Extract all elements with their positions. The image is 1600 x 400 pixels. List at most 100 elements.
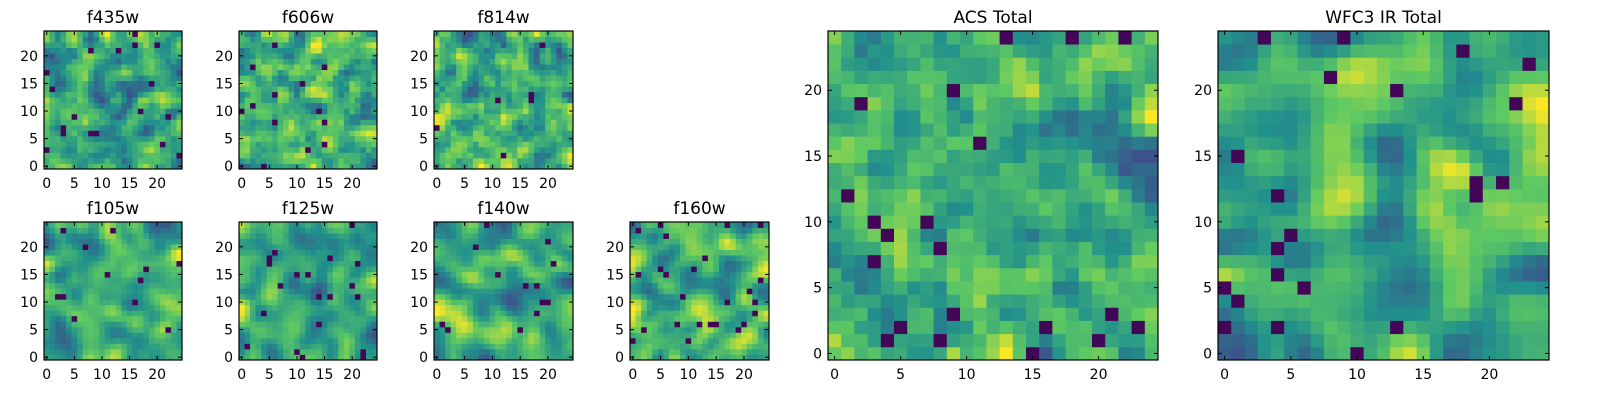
heatmap-cell bbox=[132, 80, 139, 87]
heatmap-cell bbox=[305, 157, 312, 164]
heatmap-cell bbox=[828, 188, 842, 203]
heatmap-cell bbox=[239, 304, 245, 311]
heatmap-cell bbox=[261, 277, 267, 284]
heatmap-cell bbox=[674, 271, 681, 278]
heatmap-cell bbox=[445, 141, 452, 148]
heatmap-cell bbox=[757, 249, 764, 256]
heatmap-cell bbox=[165, 343, 172, 350]
heatmap-cell bbox=[110, 86, 117, 93]
heatmap-cell bbox=[646, 282, 653, 289]
heatmap-cell bbox=[1131, 294, 1146, 308]
heatmap-cell bbox=[321, 293, 328, 300]
heatmap-cell bbox=[539, 299, 546, 306]
heatmap-cell bbox=[545, 91, 552, 98]
heatmap-cell bbox=[44, 332, 50, 339]
heatmap-cell bbox=[244, 124, 251, 131]
heatmap-cells bbox=[828, 31, 1159, 361]
heatmap-cell bbox=[960, 215, 974, 229]
heatmap-cell bbox=[472, 315, 479, 322]
heatmap-cell bbox=[646, 304, 653, 311]
heatmap-cell bbox=[724, 227, 731, 234]
heatmap-cell bbox=[327, 141, 334, 148]
heatmap-cell bbox=[93, 135, 100, 142]
heatmap-cell bbox=[288, 157, 295, 164]
heatmap-cell bbox=[272, 75, 279, 82]
heatmap-cell bbox=[316, 266, 323, 273]
heatmap-cell bbox=[567, 47, 574, 54]
heatmap-cell bbox=[132, 271, 139, 278]
heatmap-cell bbox=[354, 310, 361, 317]
heatmap-cell bbox=[126, 75, 133, 82]
heatmap-cell bbox=[495, 31, 502, 37]
heatmap-cell bbox=[434, 260, 440, 267]
heatmap-cell bbox=[674, 282, 681, 289]
heatmap-cell bbox=[567, 293, 574, 300]
heatmap-cell bbox=[685, 348, 692, 355]
heatmap-cell bbox=[277, 326, 284, 333]
heatmap-cell bbox=[539, 36, 546, 43]
heatmap-cell bbox=[88, 299, 95, 306]
heatmap-cell bbox=[44, 337, 50, 344]
heatmap-cell bbox=[1092, 228, 1106, 242]
heatmap-cell bbox=[657, 271, 664, 278]
heatmap-cell bbox=[99, 58, 106, 65]
heatmap-cell bbox=[680, 266, 686, 273]
heatmap-cell bbox=[646, 299, 653, 306]
heatmap-cell bbox=[49, 343, 56, 350]
heatmap-cell bbox=[277, 64, 284, 71]
heatmap-cell bbox=[894, 202, 908, 216]
heatmap-cell bbox=[657, 326, 664, 333]
heatmap-cell bbox=[305, 42, 312, 48]
heatmap-cell bbox=[757, 343, 764, 350]
heatmap-cell bbox=[354, 86, 361, 93]
heatmap-cell bbox=[261, 97, 267, 104]
heatmap-cell bbox=[657, 310, 664, 317]
heatmap-cell bbox=[1144, 175, 1159, 190]
heatmap-cell bbox=[266, 348, 273, 355]
heatmap-cell bbox=[165, 53, 172, 59]
heatmap-cell bbox=[244, 260, 251, 267]
heatmap-cell bbox=[1118, 215, 1132, 229]
heatmap-cell bbox=[176, 222, 183, 228]
heatmap-cell bbox=[99, 97, 106, 104]
heatmap-cell bbox=[696, 233, 703, 239]
heatmap-cell bbox=[121, 337, 128, 344]
panel-title: f105w bbox=[87, 199, 139, 219]
heatmap-cell bbox=[534, 244, 541, 250]
heatmap-cell bbox=[724, 304, 731, 311]
heatmap-cell bbox=[338, 135, 345, 142]
heatmap-cell bbox=[104, 343, 111, 350]
heatmap-cell bbox=[746, 310, 753, 317]
heatmap-cell bbox=[556, 146, 563, 153]
heatmap-cell bbox=[261, 58, 267, 65]
heatmap-cell bbox=[500, 42, 507, 48]
heatmap-cell bbox=[143, 64, 150, 71]
heatmap-cell bbox=[1065, 162, 1080, 177]
heatmap-cell bbox=[170, 315, 177, 322]
heatmap-cell bbox=[148, 108, 155, 115]
heatmap-cell bbox=[663, 348, 670, 355]
heatmap-cell bbox=[126, 255, 133, 262]
heatmap-cell bbox=[517, 233, 524, 239]
heatmap-cell bbox=[841, 346, 855, 361]
heatmap-cell bbox=[561, 64, 568, 71]
heatmap-cell bbox=[707, 244, 714, 250]
heatmap-cell bbox=[511, 113, 518, 120]
heatmap-cell bbox=[522, 326, 529, 333]
heatmap-cell bbox=[735, 326, 742, 333]
heatmap-cell bbox=[495, 102, 502, 109]
heatmap-cell bbox=[478, 343, 485, 350]
heatmap-cell bbox=[691, 337, 698, 344]
heatmap-cell bbox=[556, 244, 563, 250]
heatmap-cell bbox=[500, 113, 507, 120]
heatmap-cell bbox=[461, 255, 468, 262]
heatmap-cell bbox=[371, 36, 378, 43]
heatmap-cell bbox=[456, 135, 463, 142]
heatmap-cell bbox=[522, 222, 529, 228]
heatmap-cell bbox=[445, 124, 452, 131]
heatmap-cell bbox=[561, 348, 568, 355]
heatmap-cell bbox=[343, 348, 350, 355]
heatmap-cell bbox=[484, 64, 490, 71]
heatmap-cell bbox=[261, 299, 267, 306]
heatmap-cell bbox=[472, 124, 479, 131]
